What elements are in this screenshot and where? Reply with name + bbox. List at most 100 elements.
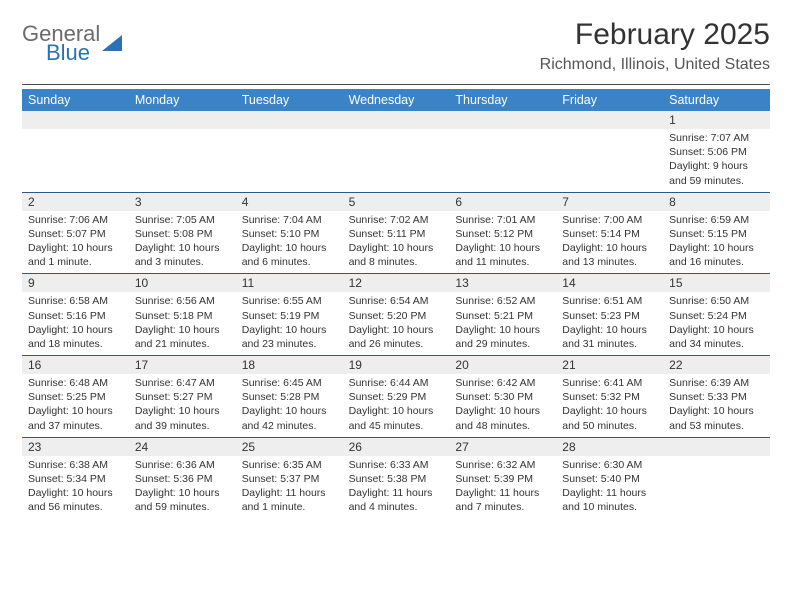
day-number: 26 — [343, 438, 450, 456]
sunrise-text: Sunrise: 7:07 AM — [669, 131, 764, 145]
sunset-text: Sunset: 5:39 PM — [455, 472, 550, 486]
sunrise-text: Sunrise: 6:59 AM — [669, 213, 764, 227]
day-body: Sunrise: 6:54 AMSunset: 5:20 PMDaylight:… — [343, 292, 450, 355]
sunset-text: Sunset: 5:23 PM — [562, 309, 657, 323]
daylight-text: Daylight: 10 hours and 31 minutes. — [562, 323, 657, 351]
day-body: Sunrise: 7:05 AMSunset: 5:08 PMDaylight:… — [129, 211, 236, 274]
daylight-text: Daylight: 10 hours and 26 minutes. — [349, 323, 444, 351]
sunset-text: Sunset: 5:12 PM — [455, 227, 550, 241]
day-number: 13 — [449, 274, 556, 292]
sunrise-text: Sunrise: 6:38 AM — [28, 458, 123, 472]
day-number: 16 — [22, 356, 129, 374]
day-body: Sunrise: 6:42 AMSunset: 5:30 PMDaylight:… — [449, 374, 556, 437]
day-body: Sunrise: 6:55 AMSunset: 5:19 PMDaylight:… — [236, 292, 343, 355]
sunrise-text: Sunrise: 6:42 AM — [455, 376, 550, 390]
day-number: 28 — [556, 438, 663, 456]
sunrise-text: Sunrise: 6:30 AM — [562, 458, 657, 472]
sunrise-text: Sunrise: 6:35 AM — [242, 458, 337, 472]
day-cell: 15Sunrise: 6:50 AMSunset: 5:24 PMDayligh… — [663, 274, 770, 355]
sunset-text: Sunset: 5:08 PM — [135, 227, 230, 241]
sunrise-text: Sunrise: 6:32 AM — [455, 458, 550, 472]
sunset-text: Sunset: 5:06 PM — [669, 145, 764, 159]
sunrise-text: Sunrise: 6:52 AM — [455, 294, 550, 308]
sunset-text: Sunset: 5:14 PM — [562, 227, 657, 241]
sunset-text: Sunset: 5:36 PM — [135, 472, 230, 486]
day-number — [236, 111, 343, 129]
day-number — [663, 438, 770, 456]
day-body: Sunrise: 6:47 AMSunset: 5:27 PMDaylight:… — [129, 374, 236, 437]
day-cell: 20Sunrise: 6:42 AMSunset: 5:30 PMDayligh… — [449, 356, 556, 437]
day-number: 23 — [22, 438, 129, 456]
day-number: 22 — [663, 356, 770, 374]
day-number: 10 — [129, 274, 236, 292]
day-number: 5 — [343, 193, 450, 211]
day-body: Sunrise: 7:07 AMSunset: 5:06 PMDaylight:… — [663, 129, 770, 192]
day-cell: 16 Sunrise: 6:48 AMSunset: 5:25 PMDayligh… — [22, 356, 129, 437]
dow-sun: Sunday — [22, 89, 129, 111]
sunrise-text: Sunrise: 7:01 AM — [455, 213, 550, 227]
sunset-text: Sunset: 5:37 PM — [242, 472, 337, 486]
day-number — [343, 111, 450, 129]
day-number: 9 — [22, 274, 129, 292]
day-body: Sunrise: 6:59 AMSunset: 5:15 PMDaylight:… — [663, 211, 770, 274]
sunrise-text: Sunrise: 7:04 AM — [242, 213, 337, 227]
sunrise-text: Sunrise: 6:55 AM — [242, 294, 337, 308]
sunset-text: Sunset: 5:25 PM — [28, 390, 123, 404]
month-title: February 2025 — [540, 18, 770, 52]
daylight-text: Daylight: 10 hours and 56 minutes. — [28, 486, 123, 514]
sunset-text: Sunset: 5:30 PM — [455, 390, 550, 404]
day-body: Sunrise: 6:41 AMSunset: 5:32 PMDaylight:… — [556, 374, 663, 437]
day-number: 20 — [449, 356, 556, 374]
day-number: 4 — [236, 193, 343, 211]
day-number — [22, 111, 129, 129]
title-block: February 2025 Richmond, Illinois, United… — [540, 18, 770, 74]
sunset-text: Sunset: 5:21 PM — [455, 309, 550, 323]
daylight-text: Daylight: 10 hours and 8 minutes. — [349, 241, 444, 269]
day-body: Sunrise: 6:44 AMSunset: 5:29 PMDaylight:… — [343, 374, 450, 437]
calendar-page: General Blue February 2025 Richmond, Ill… — [0, 0, 792, 536]
week-row: 2Sunrise: 7:06 AMSunset: 5:07 PMDaylight… — [22, 192, 770, 274]
day-cell: 6Sunrise: 7:01 AMSunset: 5:12 PMDaylight… — [449, 193, 556, 274]
day-body: Sunrise: 6:45 AMSunset: 5:28 PMDaylight:… — [236, 374, 343, 437]
day-body: Sunrise: 6:36 AMSunset: 5:36 PMDaylight:… — [129, 456, 236, 519]
sunset-text: Sunset: 5:11 PM — [349, 227, 444, 241]
day-cell: 25Sunrise: 6:35 AMSunset: 5:37 PMDayligh… — [236, 438, 343, 519]
sunset-text: Sunset: 5:24 PM — [669, 309, 764, 323]
daylight-text: Daylight: 9 hours and 59 minutes. — [669, 159, 764, 187]
sunrise-text: Sunrise: 6:44 AM — [349, 376, 444, 390]
day-cell: 24Sunrise: 6:36 AMSunset: 5:36 PMDayligh… — [129, 438, 236, 519]
day-body: Sunrise: 7:00 AMSunset: 5:14 PMDaylight:… — [556, 211, 663, 274]
header-rule — [22, 84, 770, 85]
daylight-text: Daylight: 10 hours and 11 minutes. — [455, 241, 550, 269]
day-body: Sunrise: 7:06 AMSunset: 5:07 PMDaylight:… — [22, 211, 129, 274]
day-cell — [449, 111, 556, 192]
day-number: 15 — [663, 274, 770, 292]
daylight-text: Daylight: 10 hours and 16 minutes. — [669, 241, 764, 269]
week-row: 16Sunrise: 6:48 AMSunset: 5:25 PMDayligh… — [22, 355, 770, 437]
daylight-text: Daylight: 11 hours and 7 minutes. — [455, 486, 550, 514]
day-number: 1 — [663, 111, 770, 129]
logo-blue: Blue — [46, 41, 100, 64]
sunrise-text: Sunrise: 6:48 AM — [28, 376, 123, 390]
day-number — [129, 111, 236, 129]
daylight-text: Daylight: 10 hours and 53 minutes. — [669, 404, 764, 432]
day-cell — [129, 111, 236, 192]
daylight-text: Daylight: 10 hours and 50 minutes. — [562, 404, 657, 432]
sunrise-text: Sunrise: 7:05 AM — [135, 213, 230, 227]
day-cell: 11Sunrise: 6:55 AMSunset: 5:19 PMDayligh… — [236, 274, 343, 355]
day-cell: 28 Sunrise: 6:30 AMSunset: 5:40 PMDayligh… — [556, 438, 663, 519]
daylight-text: Daylight: 10 hours and 37 minutes. — [28, 404, 123, 432]
sunrise-text: Sunrise: 6:56 AM — [135, 294, 230, 308]
day-number: 27 — [449, 438, 556, 456]
day-body: Sunrise: 6:33 AMSunset: 5:38 PMDaylight:… — [343, 456, 450, 519]
daylight-text: Daylight: 11 hours and 10 minutes. — [562, 486, 657, 514]
week-row: 23Sunrise: 6:38 AMSunset: 5:34 PMDayligh… — [22, 437, 770, 519]
day-body: Sunrise: 7:02 AMSunset: 5:11 PMDaylight:… — [343, 211, 450, 274]
sunset-text: Sunset: 5:34 PM — [28, 472, 123, 486]
sunset-text: Sunset: 5:40 PM — [562, 472, 657, 486]
daylight-text: Daylight: 10 hours and 13 minutes. — [562, 241, 657, 269]
daylight-text: Daylight: 10 hours and 29 minutes. — [455, 323, 550, 351]
day-body: Sunrise: 6:50 AMSunset: 5:24 PMDaylight:… — [663, 292, 770, 355]
day-number: 18 — [236, 356, 343, 374]
dow-mon: Monday — [129, 89, 236, 111]
